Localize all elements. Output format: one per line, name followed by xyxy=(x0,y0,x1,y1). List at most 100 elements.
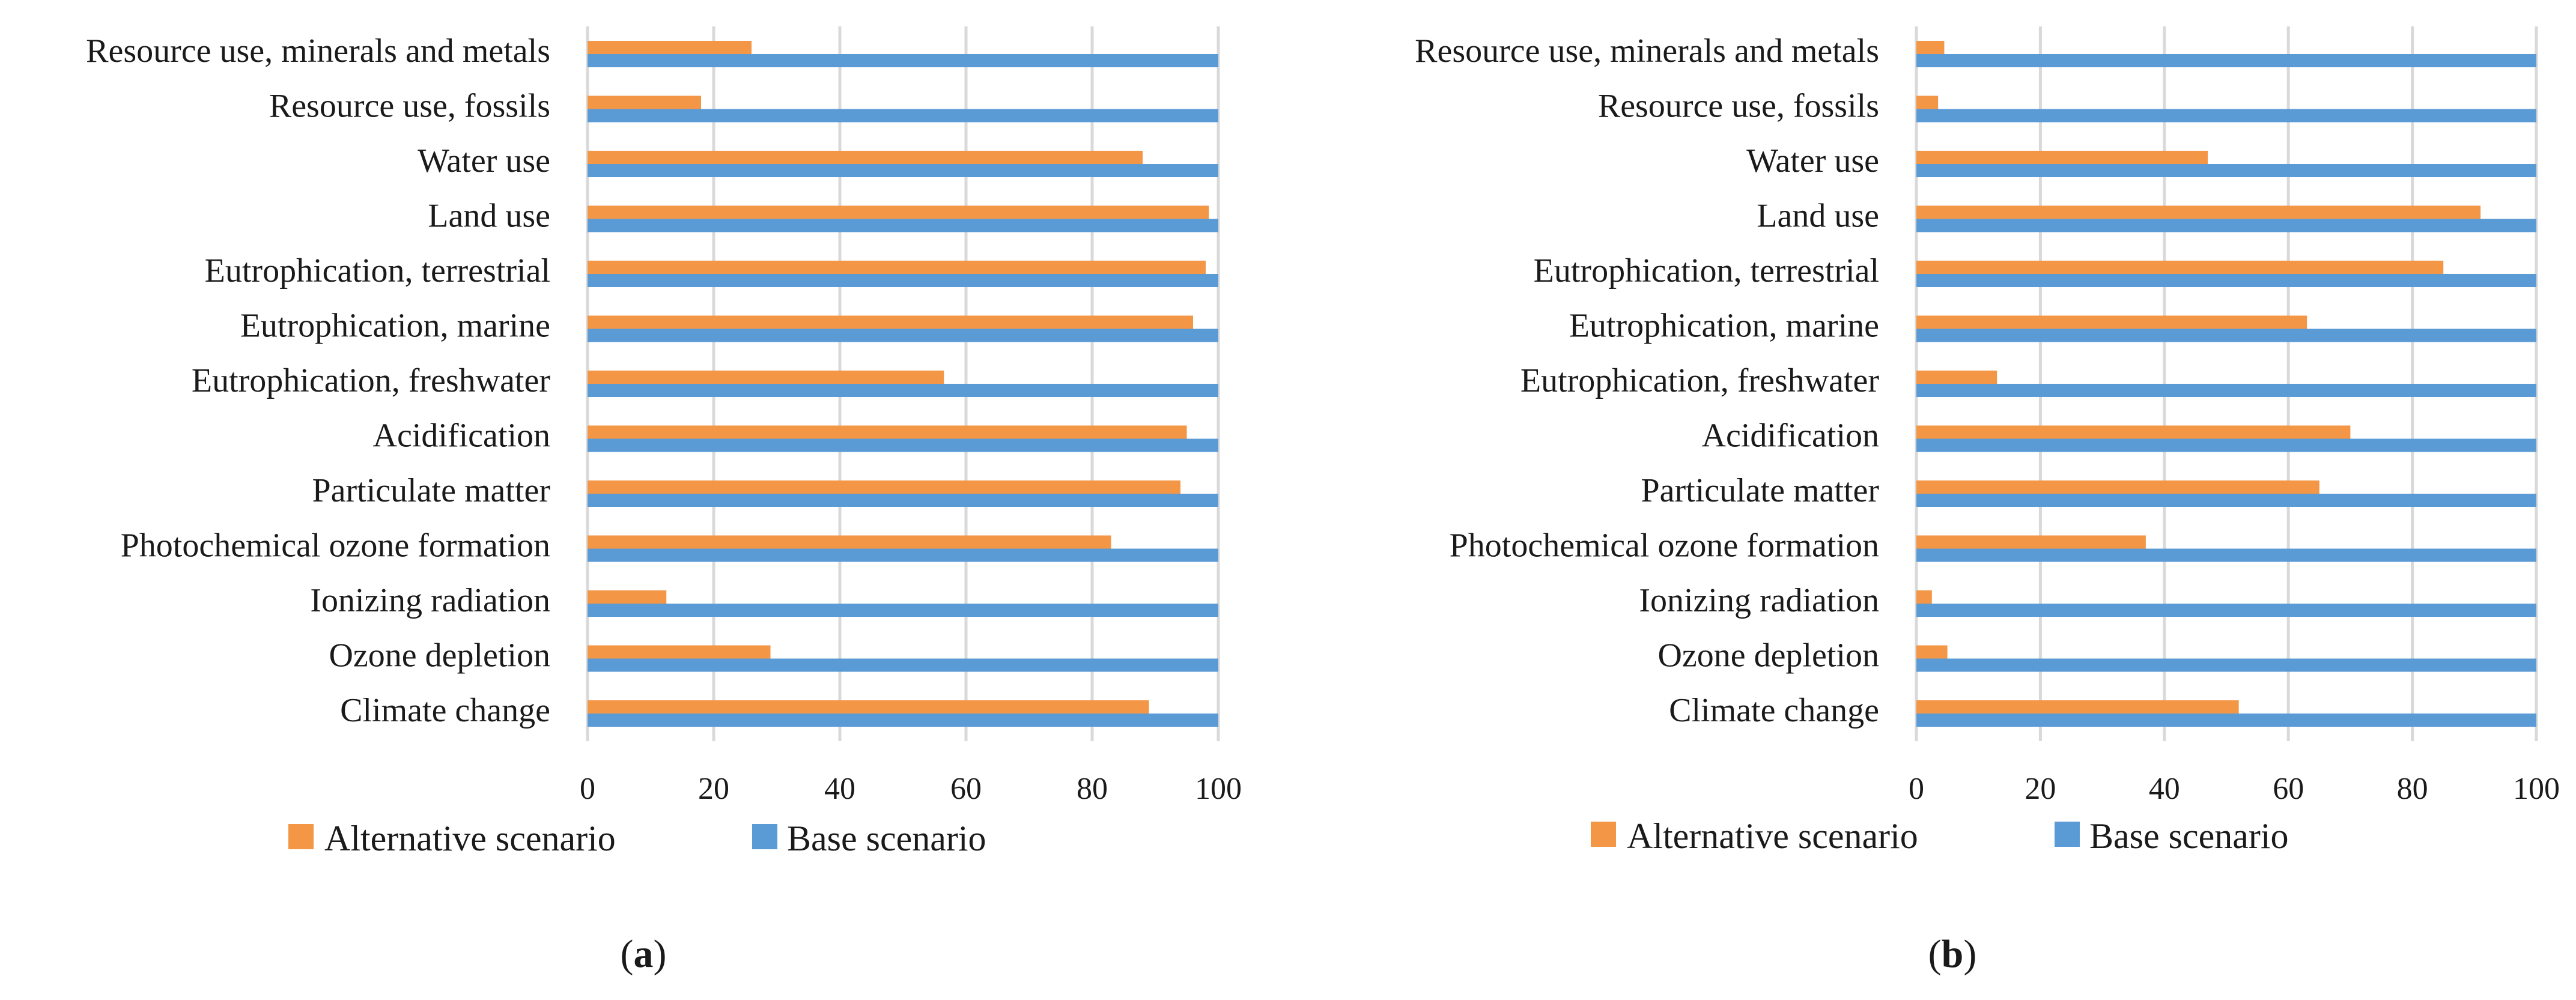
legend-label-alternative: Alternative scenario xyxy=(324,819,616,858)
bar-alternative xyxy=(588,480,1180,494)
bar-alternative xyxy=(588,261,1206,274)
x-tick-label: 60 xyxy=(950,772,982,806)
bar-base xyxy=(1916,109,2536,123)
category-label: Particulate matter xyxy=(1641,472,1880,509)
bar-alternative xyxy=(588,700,1149,714)
category-label: Eutrophication, marine xyxy=(240,307,550,344)
bar-base xyxy=(588,384,1218,397)
bar-alternative xyxy=(588,425,1187,439)
category-label: Eutrophication, freshwater xyxy=(192,362,550,399)
legend-swatch-alternative xyxy=(1591,822,1616,847)
bar-base xyxy=(588,604,1218,617)
bar-base xyxy=(588,219,1218,232)
panel-label: (a) xyxy=(621,932,667,976)
category-label: Eutrophication, terrestrial xyxy=(1534,252,1879,289)
category-label: Eutrophication, terrestrial xyxy=(205,252,550,289)
category-label: Eutrophication, freshwater xyxy=(1520,362,1879,399)
bar-base xyxy=(588,438,1218,452)
category-label: Acidification xyxy=(373,417,550,454)
bar-base xyxy=(1916,384,2536,397)
x-tick-label: 40 xyxy=(824,772,855,806)
x-tick-label: 0 xyxy=(580,772,595,806)
category-label: Resource use, fossils xyxy=(1598,87,1879,124)
bar-base xyxy=(1916,54,2536,67)
x-tick-label: 60 xyxy=(2273,772,2304,806)
category-label: Land use xyxy=(1757,197,1879,234)
chart-panel-a: Resource use, minerals and metals Resourc… xyxy=(86,26,1242,976)
bar-base xyxy=(1916,219,2536,232)
bar-alternative xyxy=(588,95,701,109)
bar-alternative xyxy=(1916,535,2146,549)
category-label: Photochemical ozone formation xyxy=(1450,527,1879,564)
category-label: Ozone depletion xyxy=(329,637,550,674)
category-label: Photochemical ozone formation xyxy=(121,527,550,564)
x-tick-label: 20 xyxy=(2025,772,2056,806)
bar-alternative xyxy=(1916,205,2481,219)
bar-base xyxy=(1916,494,2536,507)
category-label: Water use xyxy=(418,142,550,180)
bar-base xyxy=(1916,438,2536,452)
legend-label-alternative: Alternative scenario xyxy=(1627,816,1918,856)
x-tick-label: 100 xyxy=(2513,772,2560,806)
category-label: Eutrophication, marine xyxy=(1569,307,1879,344)
category-label: Particulate matter xyxy=(312,472,551,509)
x-tick-label: 100 xyxy=(1195,772,1242,806)
bar-alternative xyxy=(1916,371,1997,384)
bar-alternative xyxy=(1916,315,2307,329)
bar-alternative xyxy=(1916,700,2239,714)
bar-alternative xyxy=(1916,480,2319,494)
legend-swatch-base xyxy=(2055,822,2080,847)
x-tick-label: 80 xyxy=(2397,772,2428,806)
bar-alternative xyxy=(1916,645,1948,659)
bar-base xyxy=(1916,604,2536,617)
bar-alternative xyxy=(588,151,1143,164)
bar-alternative xyxy=(1916,151,2208,164)
bar-base xyxy=(588,329,1218,342)
bar-alternative xyxy=(588,205,1209,219)
legend-swatch-base xyxy=(752,824,777,849)
bar-alternative xyxy=(1916,261,2444,274)
category-label: Land use xyxy=(428,197,550,234)
bar-base xyxy=(588,714,1218,727)
x-tick-label: 20 xyxy=(698,772,729,806)
x-tick-label: 0 xyxy=(1909,772,1924,806)
bar-base xyxy=(588,164,1218,177)
bar-alternative xyxy=(1916,41,1945,54)
legend-label-base: Base scenario xyxy=(787,819,986,858)
bar-base xyxy=(1916,164,2536,177)
bar-alternative xyxy=(588,371,944,384)
bar-base xyxy=(1916,714,2536,727)
category-label: Ionizing radiation xyxy=(310,582,550,619)
bar-alternative xyxy=(588,41,752,54)
category-label: Climate change xyxy=(340,692,550,729)
category-label: Resource use, minerals and metals xyxy=(86,32,550,70)
panel-label: (b) xyxy=(1928,932,1977,976)
x-tick-label: 40 xyxy=(2149,772,2180,806)
chart-panel-b: Resource use, minerals and metals Resourc… xyxy=(1415,26,2560,976)
bar-alternative xyxy=(1916,425,2351,439)
legend-swatch-alternative xyxy=(288,824,314,849)
category-label: Water use xyxy=(1746,142,1879,180)
bar-base xyxy=(588,658,1218,672)
bar-alternative xyxy=(588,535,1111,549)
category-label: Resource use, minerals and metals xyxy=(1415,32,1879,70)
bar-base xyxy=(1916,329,2536,342)
bar-base xyxy=(1916,658,2536,672)
bar-base xyxy=(588,274,1218,287)
category-label: Resource use, fossils xyxy=(269,87,550,124)
category-label: Climate change xyxy=(1669,692,1879,729)
bar-base xyxy=(588,548,1218,562)
legend-label-base: Base scenario xyxy=(2089,816,2289,856)
bar-alternative xyxy=(1916,95,1939,109)
category-label: Ozone depletion xyxy=(1657,637,1879,674)
bar-base xyxy=(588,109,1218,123)
bar-alternative xyxy=(588,315,1193,329)
bar-base xyxy=(588,54,1218,67)
bar-base xyxy=(1916,274,2536,287)
bar-base xyxy=(588,494,1218,507)
category-label: Ionizing radiation xyxy=(1639,582,1879,619)
bar-alternative xyxy=(588,590,667,604)
x-tick-label: 80 xyxy=(1077,772,1108,806)
bar-alternative xyxy=(588,645,771,659)
